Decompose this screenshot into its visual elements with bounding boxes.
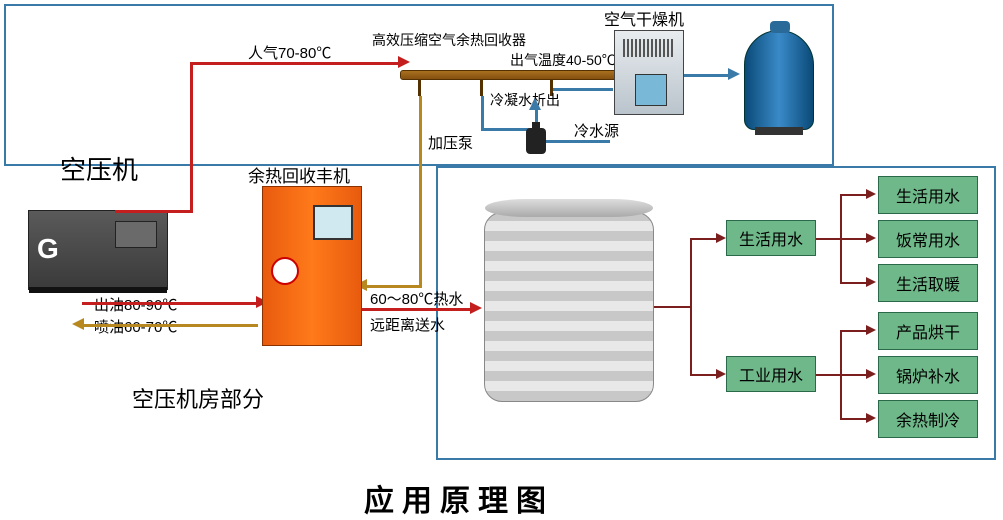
air-dryer <box>614 30 684 115</box>
hot-water-tank <box>484 212 654 402</box>
use-4: 产品烘干 <box>878 312 978 350</box>
cond-arrow <box>529 98 541 110</box>
cat-industrial-label: 工业用水 <box>739 362 803 386</box>
use-4-label: 产品烘干 <box>896 319 960 343</box>
air-compressor <box>28 210 168 290</box>
ind-3 <box>840 418 868 420</box>
recovery-device <box>400 70 640 80</box>
outlet-temp-label: 出气温度40-50℃ <box>510 50 616 70</box>
dom-3 <box>840 282 868 284</box>
ind-a1 <box>866 325 876 335</box>
dom-a3 <box>866 277 876 287</box>
use-2-label: 饭常用水 <box>896 227 960 251</box>
oil-out-line <box>82 302 258 305</box>
hot-water-label: 60～80℃热水 <box>370 288 463 309</box>
use-1: 生活用水 <box>878 176 978 214</box>
cyl-out-v <box>690 238 692 376</box>
main-title: 应用原理图 <box>364 476 554 520</box>
use-2: 饭常用水 <box>878 220 978 258</box>
use-5: 锅炉补水 <box>878 356 978 394</box>
long-distance-label: 远距离送水 <box>370 314 445 335</box>
condensate-label: 冷凝水析出 <box>490 90 560 110</box>
cat-domestic: 生活用水 <box>726 220 816 256</box>
to-domestic <box>690 238 718 240</box>
hot-line-up <box>190 62 193 210</box>
use-3: 生活取暖 <box>878 264 978 302</box>
arr-industrial <box>716 369 726 379</box>
cat-industrial: 工业用水 <box>726 356 816 392</box>
dryer-label: 空气干燥机 <box>604 6 684 30</box>
air-tank <box>744 30 814 130</box>
hw-to-tank <box>362 308 472 311</box>
pump-label: 加压泵 <box>428 132 473 153</box>
use-6-label: 余热制冷 <box>896 407 960 431</box>
dom-stub <box>816 238 840 240</box>
ret-v <box>419 96 422 286</box>
heat-recovery-machine <box>262 186 362 346</box>
cyl-out <box>654 306 690 308</box>
use-3-label: 生活取暖 <box>896 271 960 295</box>
recovery-device-label: 高效压缩空气余热回收器 <box>372 30 526 50</box>
oil-return-line <box>82 324 258 327</box>
dryer-to-tank <box>684 74 730 77</box>
cat-domestic-label: 生活用水 <box>739 226 803 250</box>
use-5-label: 锅炉补水 <box>896 363 960 387</box>
pressure-pump <box>526 128 546 154</box>
air-to-dryer <box>553 88 613 91</box>
arr-domestic <box>716 233 726 243</box>
hot-line-top <box>115 210 193 213</box>
hot-arrow <box>398 56 410 68</box>
cold-source-label: 冷水源 <box>574 120 619 141</box>
dom-a2 <box>866 233 876 243</box>
dom-a1 <box>866 189 876 199</box>
cond-down <box>481 96 484 130</box>
hw-arrow <box>470 302 482 314</box>
dom-1 <box>840 194 868 196</box>
ind-1 <box>840 330 868 332</box>
room-section-label: 空压机房部分 <box>132 382 264 414</box>
oil-return-arrow <box>72 318 84 330</box>
inlet-air-label: 人气70-80℃ <box>248 42 331 63</box>
compressor-label: 空压机 <box>60 150 138 187</box>
dryer-tank-arrow <box>728 68 740 80</box>
ind-stub <box>816 374 840 376</box>
dom-2 <box>840 238 868 240</box>
recovery-machine-label: 余热回收丰机 <box>248 162 350 187</box>
use-1-label: 生活用水 <box>896 183 960 207</box>
use-6: 余热制冷 <box>878 400 978 438</box>
ind-a3 <box>866 413 876 423</box>
ind-2 <box>840 374 868 376</box>
ind-a2 <box>866 369 876 379</box>
bar-leg1 <box>418 80 421 96</box>
bar-leg2 <box>480 80 483 96</box>
to-industrial <box>690 374 718 376</box>
